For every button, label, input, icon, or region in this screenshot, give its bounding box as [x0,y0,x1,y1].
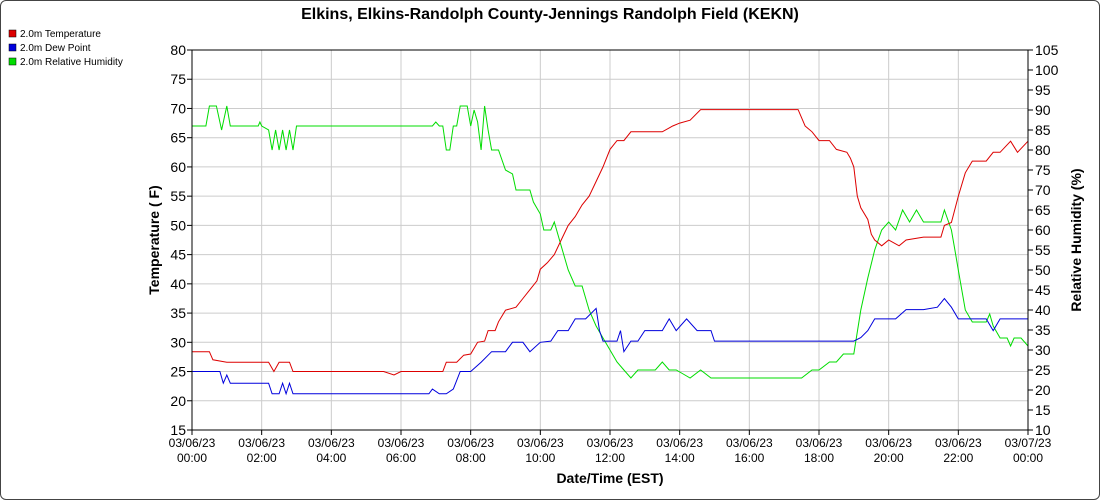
x-axis-ticks: 03/06/2300:0003/06/2302:0003/06/2304:000… [169,430,1052,465]
x-tick-time-label: 14:00 [665,451,695,465]
x-tick-time-label: 00:00 [1013,451,1043,465]
chart-title: Elkins, Elkins-Randolph County-Jennings … [301,6,799,23]
right-tick-label: 100 [1035,62,1059,78]
x-tick-date-label: 03/06/23 [169,436,216,450]
x-tick-time-label: 18:00 [804,451,834,465]
x-tick-date-label: 03/06/23 [726,436,773,450]
right-tick-label: 70 [1035,182,1051,198]
left-tick-label: 20 [170,393,186,409]
x-tick-time-label: 02:00 [247,451,277,465]
legend: 2.0m Temperature 2.0m Dew Point 2.0m Rel… [8,29,123,68]
y2-axis-label: Relative Humidity (%) [1068,168,1084,311]
left-tick-label: 35 [170,305,186,321]
legend-label-temperature: 2.0m Temperature [20,29,101,40]
x-tick-time-label: 12:00 [595,451,625,465]
x-tick-time-label: 08:00 [456,451,486,465]
x-tick-time-label: 22:00 [943,451,973,465]
legend-label-dew-point: 2.0m Dew Point [20,43,91,54]
left-tick-label: 30 [170,334,186,350]
x-tick-date-label: 03/06/23 [308,436,355,450]
x-tick-date-label: 03/06/23 [935,436,982,450]
left-tick-label: 60 [170,159,186,175]
right-tick-label: 75 [1035,162,1051,178]
legend-swatch-temperature [8,29,17,38]
x-tick-date-label: 03/06/23 [238,436,285,450]
right-tick-label: 10 [1035,422,1051,438]
right-tick-label: 65 [1035,202,1051,218]
x-tick-date-label: 03/06/23 [587,436,634,450]
legend-label-relative-humidity: 2.0m Relative Humidity [20,57,123,68]
legend-swatch-dew-point [8,43,17,52]
right-tick-label: 15 [1035,402,1051,418]
x-tick-time-label: 04:00 [316,451,346,465]
right-tick-label: 90 [1035,102,1051,118]
right-tick-label: 20 [1035,382,1051,398]
right-tick-label: 95 [1035,82,1051,98]
x-tick-time-label: 10:00 [525,451,555,465]
x-tick-time-label: 16:00 [734,451,764,465]
left-axis-ticks: 80 75 70 65 60 55 50 45 40 35 30 25 20 15 [170,42,192,438]
right-tick-label: 80 [1035,142,1051,158]
x-tick-date-label: 03/06/23 [447,436,494,450]
grid-lines [191,49,1029,431]
left-tick-label: 70 [170,100,186,116]
x-tick-date-label: 03/06/23 [517,436,564,450]
y-axis-label: Temperature ( F) [146,185,162,294]
right-tick-label: 105 [1035,42,1059,58]
x-tick-time-label: 20:00 [874,451,904,465]
left-tick-label: 75 [170,71,186,87]
x-tick-time-label: 00:00 [177,451,207,465]
left-tick-label: 25 [170,364,186,380]
left-tick-label: 80 [170,42,186,58]
left-tick-label: 45 [170,247,186,263]
x-axis-label: Date/Time (EST) [556,470,663,486]
x-tick-date-label: 03/06/23 [796,436,843,450]
series-lines [192,105,1029,396]
x-tick-date-label: 03/07/23 [1005,436,1052,450]
right-axis-ticks: 105 100 95 90 85 80 75 70 65 60 55 50 45 40 35 30 25 20 15… [1028,42,1059,438]
right-tick-label: 60 [1035,222,1051,238]
dew-point-line [192,297,1028,396]
left-tick-label: 50 [170,217,186,233]
right-tick-label: 85 [1035,122,1051,138]
left-tick-label: 65 [170,130,186,146]
left-tick-label: 40 [170,276,186,292]
temperature-line [192,109,1029,376]
left-tick-label: 15 [170,422,186,438]
right-tick-label: 40 [1035,302,1051,318]
x-tick-date-label: 03/06/23 [378,436,425,450]
right-tick-label: 35 [1035,322,1051,338]
right-tick-label: 25 [1035,362,1051,378]
x-tick-date-label: 03/06/23 [656,436,703,450]
right-tick-label: 30 [1035,342,1051,358]
relative-humidity-line [192,105,1029,379]
x-tick-date-label: 03/06/23 [865,436,912,450]
legend-swatch-relative-humidity [8,57,17,66]
right-tick-label: 55 [1035,242,1051,258]
right-tick-label: 50 [1035,262,1051,278]
left-tick-label: 55 [170,188,186,204]
x-tick-time-label: 06:00 [386,451,416,465]
right-tick-label: 45 [1035,282,1051,298]
